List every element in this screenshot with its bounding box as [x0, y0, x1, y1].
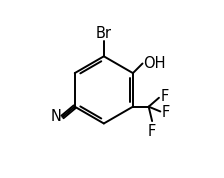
Text: Br: Br — [96, 26, 112, 41]
Text: N: N — [51, 109, 62, 124]
Text: OH: OH — [143, 56, 166, 71]
Text: F: F — [162, 105, 170, 120]
Text: F: F — [148, 124, 156, 139]
Text: F: F — [160, 89, 169, 104]
